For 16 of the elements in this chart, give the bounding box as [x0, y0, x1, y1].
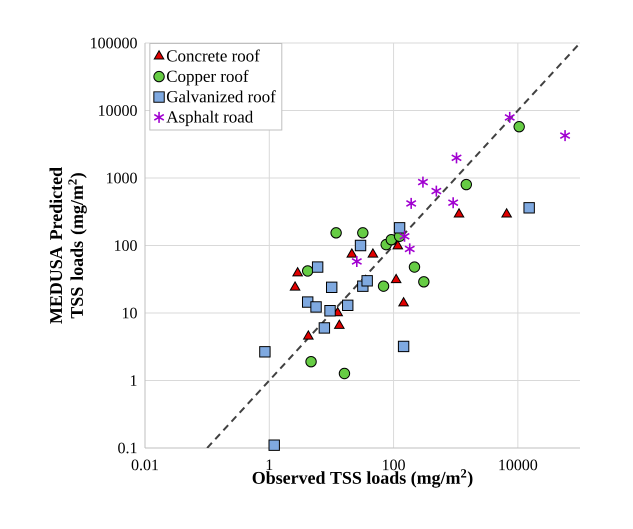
x-tick-label: 1	[266, 460, 272, 470]
y-tick-label: 0.1	[118, 442, 137, 454]
x-tick-label: 0.01	[132, 460, 158, 470]
y-tick-label: 1	[130, 375, 137, 386]
x-axis-title: Observed TSS loads (mg/m$^{2}$)	[252, 469, 472, 488]
legend-label: Concrete roof	[166, 49, 260, 62]
y-tick-label: 100	[114, 240, 137, 251]
y-tick-label: 100000	[91, 38, 137, 48]
legend-label: Galvanized roof	[166, 90, 276, 102]
y-tick-label: 10	[122, 308, 137, 318]
legend-label: Copper roof	[166, 70, 249, 86]
legend-label: Asphalt road	[166, 110, 254, 126]
y-tick-label: 10000	[99, 105, 137, 116]
x-tick-label: 100	[383, 460, 405, 470]
y-tick-label: 1000	[107, 172, 137, 184]
x-tick-label: 10000	[499, 460, 538, 470]
